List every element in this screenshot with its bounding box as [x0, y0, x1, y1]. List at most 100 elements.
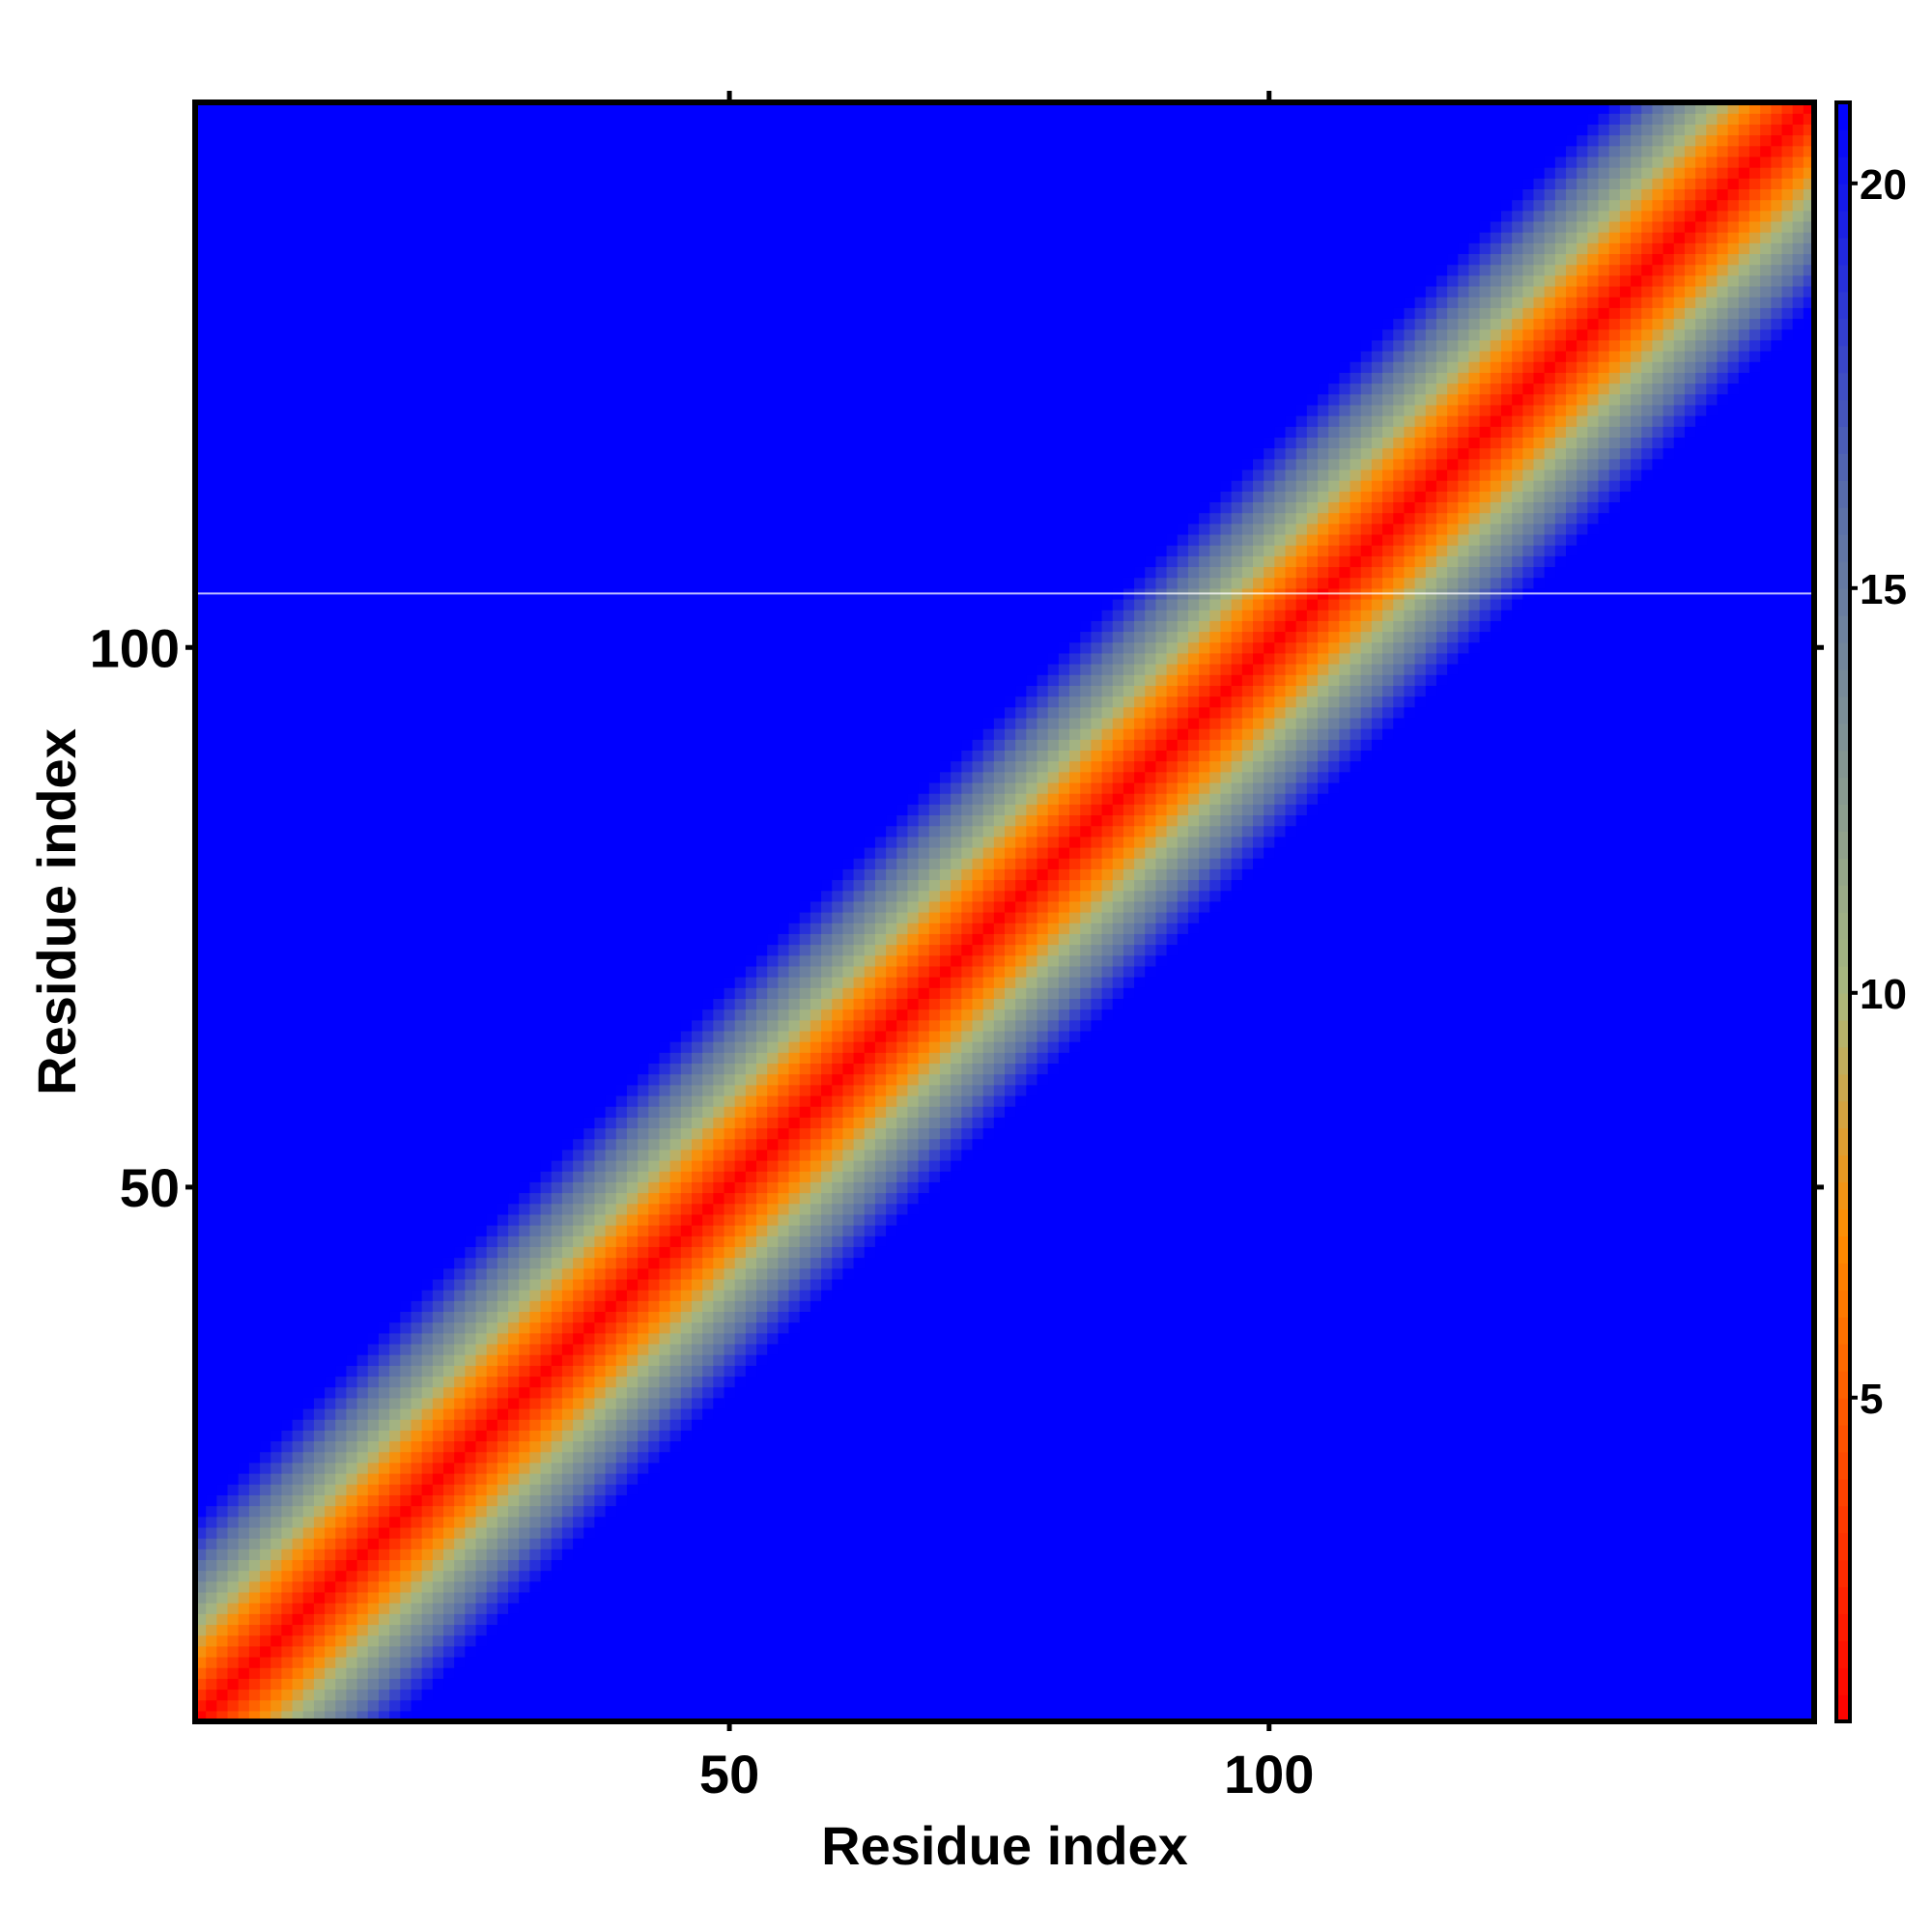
heatmap-cell — [540, 1440, 553, 1453]
heatmap-cell — [638, 1236, 649, 1247]
heatmap-cell — [583, 1354, 596, 1366]
heatmap-cell — [442, 1624, 455, 1636]
heatmap-cell — [1187, 890, 1200, 902]
heatmap-cell — [1500, 318, 1513, 330]
heatmap-cell — [1306, 555, 1319, 568]
heatmap-cell — [1069, 781, 1081, 794]
heatmap-cell — [594, 1311, 607, 1323]
heatmap-cell — [594, 1419, 607, 1431]
heatmap-cell — [767, 1063, 779, 1075]
heatmap-cell — [1738, 361, 1750, 373]
heatmap-cell — [669, 1063, 682, 1075]
heatmap-cell — [1005, 858, 1016, 869]
heatmap-cell — [1608, 361, 1621, 373]
heatmap-cell — [442, 1278, 455, 1291]
heatmap-cell — [928, 1138, 941, 1151]
heatmap-cell — [939, 998, 952, 1010]
heatmap-cell — [853, 890, 866, 902]
heatmap-cell — [1069, 750, 1081, 762]
heatmap-cell — [1435, 426, 1448, 438]
heatmap-cell — [421, 1332, 434, 1345]
heatmap-cell — [497, 1203, 509, 1215]
heatmap-cell — [1490, 437, 1502, 449]
heatmap-cell — [1414, 328, 1427, 341]
heatmap-cell — [1199, 836, 1210, 848]
heatmap-cell — [659, 1430, 671, 1442]
heatmap-cell — [421, 1462, 434, 1474]
heatmap-cell — [1447, 350, 1459, 362]
heatmap-cell — [1026, 933, 1038, 946]
heatmap-cell — [928, 814, 941, 827]
heatmap-cell — [1101, 868, 1114, 881]
heatmap-cell — [853, 1236, 866, 1247]
heatmap-cell — [1166, 836, 1179, 848]
heatmap-cell — [411, 1290, 423, 1301]
heatmap-cell — [1177, 728, 1189, 740]
heatmap-cell — [1479, 469, 1492, 481]
heatmap-cell — [454, 1591, 466, 1604]
heatmap-cell — [529, 1354, 542, 1366]
heatmap-cell — [961, 1019, 974, 1032]
heatmap-cell — [1101, 685, 1114, 697]
heatmap-cell — [810, 1149, 822, 1161]
heatmap-cell — [788, 1030, 801, 1042]
heatmap-cell — [605, 1257, 617, 1269]
heatmap-cell — [691, 1019, 703, 1032]
heatmap-cell — [1134, 879, 1146, 892]
heatmap-cell — [583, 1159, 596, 1172]
heatmap-cell — [1220, 523, 1233, 535]
heatmap-cell — [1264, 825, 1275, 838]
heatmap-cell — [1047, 1063, 1060, 1075]
heatmap-cell — [594, 1505, 607, 1518]
heatmap-cell — [1047, 836, 1060, 848]
heatmap-cell — [302, 1407, 315, 1420]
heatmap-cell — [993, 814, 1006, 827]
heatmap-cell — [356, 1689, 369, 1701]
heatmap-cell — [659, 1192, 671, 1205]
heatmap-cell — [626, 1127, 639, 1140]
heatmap-cell — [626, 1451, 639, 1463]
heatmap-cell — [1166, 750, 1179, 762]
heatmap-cell — [1264, 566, 1275, 579]
heatmap-cell — [659, 1440, 671, 1453]
heatmap-cell — [874, 1181, 887, 1194]
heatmap-cell — [1382, 555, 1394, 568]
heatmap-cell — [1134, 912, 1146, 923]
heatmap-cell — [1328, 555, 1340, 568]
heatmap-cell — [519, 1246, 530, 1259]
heatmap-cell — [573, 1321, 584, 1334]
heatmap-cell — [1252, 631, 1264, 643]
heatmap-cell — [1005, 1084, 1016, 1096]
heatmap-cell — [605, 1149, 617, 1161]
heatmap-cell — [1404, 685, 1416, 697]
heatmap-cell — [238, 1656, 250, 1668]
heatmap-cell — [874, 1063, 887, 1075]
heatmap-cell — [853, 1106, 866, 1118]
heatmap-cell — [1662, 426, 1675, 438]
heatmap-cell — [1566, 404, 1577, 416]
heatmap-cell — [1360, 610, 1373, 621]
heatmap-cell — [972, 923, 984, 934]
heatmap-cell — [1652, 318, 1664, 330]
heatmap-cell — [1371, 739, 1383, 751]
heatmap-cell — [1512, 480, 1523, 492]
heatmap-cell — [788, 1159, 801, 1172]
heatmap-cell — [1134, 566, 1146, 579]
heatmap-cell — [195, 1603, 207, 1614]
heatmap-cell — [1241, 610, 1254, 621]
heatmap-cell — [367, 1407, 380, 1420]
heatmap-cell — [1145, 900, 1157, 913]
heatmap-cell — [724, 1278, 736, 1291]
heatmap-cell — [669, 1278, 682, 1291]
heatmap-cell — [1112, 674, 1124, 686]
heatmap-cell — [680, 1117, 693, 1129]
heatmap-cell — [442, 1538, 455, 1549]
heatmap-cell — [972, 1041, 984, 1053]
heatmap-cell — [400, 1580, 412, 1593]
heatmap-cell — [281, 1710, 294, 1722]
heatmap-cell — [939, 1052, 952, 1065]
heatmap-cell — [1295, 512, 1308, 525]
heatmap-cell — [702, 1127, 714, 1140]
heatmap-cell — [907, 1192, 920, 1205]
heatmap-cell — [982, 1117, 995, 1129]
